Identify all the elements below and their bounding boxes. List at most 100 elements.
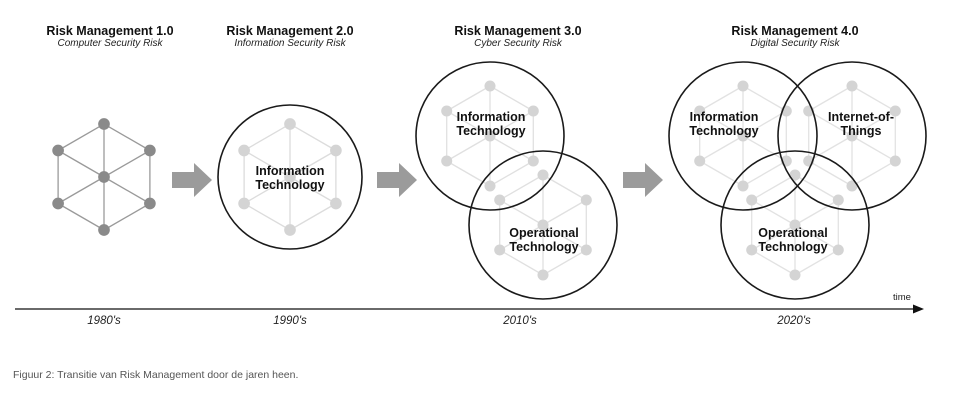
cube-stage-4-ot-edge (751, 249, 796, 276)
cube-stage-4-ot-node (832, 194, 844, 206)
cube-stage-4-ot-edge (751, 174, 796, 201)
cube-stage-3-ot-node (537, 169, 549, 181)
cube-stage-4-it-node (694, 105, 706, 117)
cube-stage-4-iot-edge (808, 135, 853, 162)
cube-stage-2-node (330, 197, 342, 210)
cube-stage-3-it-node (441, 105, 453, 117)
cube-stage-4-ot-edge (794, 174, 839, 201)
cube-stage-2-edge (289, 149, 337, 178)
cube-stage-3-ot-node (580, 194, 592, 206)
cube-stage-4-it-node (694, 155, 706, 167)
cube-stage-3-ot-edge (499, 249, 544, 276)
circle-operational-technology-4 (720, 150, 870, 300)
cube-stage-1-node (98, 118, 110, 130)
era-label-1980s: 1980's (87, 315, 121, 327)
era-label-2020s: 2020's (777, 315, 811, 327)
cube-stage-4-iot-node (889, 105, 901, 117)
cube-stage-1-edge (57, 202, 105, 231)
cube-stage-1-node (52, 197, 64, 210)
cube-stage-2-node (238, 144, 250, 157)
cube-stage-3-ot-edge (499, 224, 544, 251)
cube-stage-4-ot-edge (794, 224, 839, 251)
cube-stage-4-iot-edge (851, 110, 896, 137)
circle-internet-of-things-4 (777, 61, 927, 211)
cube-stage-4-ot-node (746, 194, 758, 206)
cube-stage-3-it-edge (446, 110, 491, 137)
cube-stage-4-it (694, 80, 792, 192)
label-operational-technology-4: Operational Technology (758, 226, 828, 254)
cube-stage-4-it-edge (699, 160, 744, 187)
cube-stage-2-edge (243, 176, 291, 205)
cube-stage-1-node (144, 197, 156, 210)
cube-stage-3-ot-edge (542, 199, 587, 226)
cube-stage-1-edge (103, 149, 151, 178)
cube-stage-4-iot-edge (808, 160, 853, 187)
cube-stage-4-iot-edge (808, 85, 853, 112)
cube-stage-4-ot-edge (751, 199, 796, 226)
cube-stage-1-edge (103, 202, 151, 231)
cube-stage-1-edge (57, 123, 105, 152)
cube-stage-4-ot-node (789, 169, 801, 181)
cube-stage-3-it-edge (489, 135, 534, 162)
arrow-3-to-4 (623, 163, 663, 197)
arrow-2-to-3 (377, 163, 417, 197)
cube-stage-4-iot-node (846, 130, 858, 142)
cube-stage-1-edge (103, 123, 151, 152)
cube-stage-3-ot-edge (542, 224, 587, 251)
stage-2-title: Risk Management 2.0 (226, 24, 354, 38)
cube-stage-3-ot-node (494, 244, 506, 256)
cube-stage-1-node (52, 144, 64, 157)
cube-stage-1-node (98, 171, 110, 183)
cube-stage-2-node (284, 171, 296, 183)
cube-stage-3-it-node (484, 180, 496, 192)
stage-2-subtitle: Information Security Risk (234, 38, 346, 49)
stage-3-title: Risk Management 3.0 (454, 24, 582, 38)
arrow-1-to-2 (172, 163, 212, 197)
label-information-technology-3: Information Technology (456, 110, 526, 138)
cube-stage-2-edge (289, 176, 337, 205)
cube-stage-3-ot-edge (499, 199, 544, 226)
cube-stage-1-node (144, 144, 156, 157)
cube-stage-2-node (284, 118, 296, 130)
cube-stage-1-edge (57, 176, 105, 205)
cube-stage-4-it-node (737, 130, 749, 142)
circle-operational-technology-3 (468, 150, 618, 300)
stage-arrows (172, 163, 663, 197)
cube-stage-4-iot-node (846, 180, 858, 192)
cube-stage-4-ot-node (789, 269, 801, 281)
stage-1-subtitle: Computer Security Risk (57, 38, 163, 49)
cube-stage-3-it-edge (489, 85, 534, 112)
cube-stage-4-ot-edge (794, 249, 839, 276)
cube-stage-4-iot-node (846, 80, 858, 92)
cube-stage-4-ot (746, 169, 844, 281)
cube-stage-1-edge (103, 176, 151, 205)
cube-stage-2-edge (243, 149, 291, 178)
cube-stage-4-iot-node (889, 155, 901, 167)
stage-1-title: Risk Management 1.0 (46, 24, 174, 38)
circle-information-technology-2 (217, 104, 363, 250)
cube-stage-3-it-edge (446, 135, 491, 162)
era-label-2010s: 2010's (503, 315, 537, 327)
cube-networks (52, 80, 901, 281)
cube-stage-3-ot-node (537, 269, 549, 281)
cube-stage-2-edge (243, 123, 291, 152)
cube-stage-3-ot (494, 169, 592, 281)
cube-stage-2-node (284, 224, 296, 236)
cube-stage-3-ot-node (537, 219, 549, 231)
cube-stage-3-ot-edge (542, 249, 587, 276)
cube-stage-3-it-node (441, 155, 453, 167)
domain-circles (217, 61, 927, 300)
cube-stage-3-it-edge (489, 110, 534, 137)
cube-stage-4-it-edge (699, 135, 744, 162)
cube-stage-3-it-node (527, 155, 539, 167)
cube-stage-3-it-node (484, 130, 496, 142)
figure-caption: Figuur 2: Transitie van Risk Management … (13, 369, 299, 381)
cube-stage-2-edge (289, 123, 337, 152)
cube-stage-3-ot-node (494, 194, 506, 206)
cube-stage-4-iot-edge (808, 110, 853, 137)
cube-stage-4-it-edge (742, 110, 787, 137)
cube-stage-3-ot-node (580, 244, 592, 256)
label-internet-of-things-4: Internet-of- Things (828, 110, 894, 138)
stage-4-title: Risk Management 4.0 (731, 24, 859, 38)
cube-stage-4-it-node (737, 180, 749, 192)
